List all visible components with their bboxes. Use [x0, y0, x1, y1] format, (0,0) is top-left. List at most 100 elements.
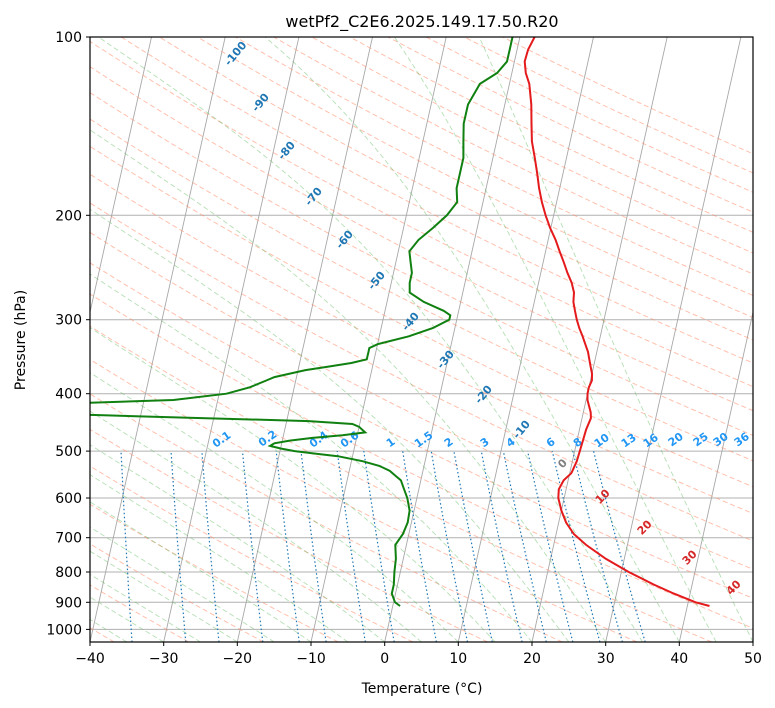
isotherm-line: [163, 37, 300, 642]
dry-adiabat-line: [502, 37, 753, 155]
dry-adiabat-line: [90, 231, 753, 570]
dry-adiabat-line: [90, 92, 753, 437]
y-tick-label: 400: [55, 387, 82, 403]
y-tick-label: 700: [55, 531, 82, 547]
x-tick-label: 10: [449, 651, 467, 667]
moist-adiabat-line: [394, 37, 717, 642]
isotherm-line: [90, 37, 152, 315]
mixing-ratio-label: 20: [666, 430, 686, 450]
moist-adiabat-label: -40: [399, 310, 422, 334]
dry-adiabat-line: [90, 66, 753, 412]
isotherm-line: [531, 37, 668, 642]
dry-adiabat-line: [159, 37, 753, 341]
moist-adiabat-label: -80: [275, 139, 298, 163]
isotherm-line: [0, 37, 78, 642]
x-tick-label: 30: [597, 651, 615, 667]
mixing-ratio-label: 6: [544, 435, 558, 450]
isotherm-line: [0, 37, 4, 642]
x-tick-label: 20: [523, 651, 541, 667]
mixing-ratio-line: [593, 450, 646, 642]
y-tick-label: 200: [55, 208, 82, 224]
moist-adiabat-label: -20: [472, 383, 495, 407]
moist-adiabat-line: [90, 474, 349, 642]
dry-adiabat-line: [349, 37, 753, 233]
dry-adiabat-line: [90, 358, 638, 642]
mixing-ratio-label: 10: [592, 431, 612, 451]
dry-adiabat-line: [90, 173, 753, 515]
dry-adiabat-line: [90, 40, 753, 388]
y-tick-label: 300: [55, 313, 82, 329]
isotherm-label: 0: [555, 456, 570, 471]
dry-adiabat-line: [311, 37, 753, 254]
dewpoint-profile-line: [90, 37, 514, 607]
moist-adiabat-line: [478, 37, 753, 642]
x-axis-label: Temperature (°C): [361, 681, 483, 697]
mixing-ratio-line: [527, 450, 574, 642]
moist-adiabat-line: [90, 327, 496, 642]
mixing-ratio-label: 25: [691, 430, 711, 449]
dry-adiabat-line: [90, 543, 264, 642]
isotherm-line: [678, 310, 753, 642]
moist-adiabat-line: [90, 372, 459, 642]
moist-adiabat-line: [98, 37, 643, 642]
dry-adiabat-line: [90, 428, 488, 642]
y-tick-label: 900: [55, 595, 82, 611]
mixing-ratio-label: 13: [619, 431, 639, 450]
isotherm-line: [384, 37, 521, 642]
moist-adiabat-line: [90, 501, 312, 642]
mixing-ratio-line: [336, 451, 366, 642]
dry-adiabat-label: 10: [593, 486, 613, 506]
moist-adiabat-label: -60: [333, 228, 356, 252]
isotherm-line: [90, 37, 226, 642]
dry-adiabat-line: [90, 393, 563, 642]
temperature-profile-line: [523, 37, 710, 607]
moist-adiabat-line: [90, 129, 607, 642]
plot-area: 0.1 0.2 0.4 0.6 1 1.5 2 3 4 6 8 10 13 16 20 25 30 36-100-…: [0, 37, 753, 642]
isotherm-line: [605, 37, 742, 642]
plot-frame: [89, 36, 754, 643]
x-tick-label: 40: [670, 651, 688, 667]
moist-adiabat-line: [90, 573, 201, 642]
x-tick-label: −30: [149, 651, 179, 667]
x-tick-label: 0: [380, 651, 389, 667]
y-tick-label: 500: [55, 444, 82, 460]
dry-adiabat-line: [90, 118, 753, 462]
mixing-ratio-label: 30: [711, 430, 731, 450]
dry-adiabat-line: [425, 37, 753, 193]
moist-adiabat-label: -90: [249, 91, 272, 115]
dry-adiabat-line: [235, 37, 753, 297]
dry-adiabat-label: 40: [724, 577, 744, 597]
moist-adiabat-line: [90, 208, 570, 642]
mixing-ratio-line: [502, 450, 547, 642]
moist-adiabat-label: -30: [434, 348, 457, 372]
mixing-ratio-label: 0.4: [307, 428, 331, 450]
dry-adiabat-line: [464, 37, 753, 174]
dry-adiabat-line: [90, 325, 712, 642]
mixing-ratio-line: [430, 450, 469, 642]
moist-adiabat-label: -100: [222, 39, 250, 69]
dry-adiabat-label: 20: [635, 517, 655, 537]
isotherm-line: [236, 37, 373, 642]
moist-adiabat-line: [264, 37, 680, 642]
mixing-ratio-label: 3: [478, 435, 492, 450]
mixing-ratio-label: 2: [442, 435, 456, 450]
dry-adiabat-line: [90, 503, 339, 642]
mixing-ratio-label: 16: [641, 431, 661, 451]
dry-adiabat-line: [120, 37, 753, 364]
mixing-ratio-line: [480, 450, 523, 642]
mixing-ratio-line: [402, 451, 437, 642]
moist-adiabat-line: [90, 550, 238, 642]
x-tick-label: 50: [744, 651, 762, 667]
isotherm-line: [457, 37, 594, 642]
y-tick-label: 600: [55, 491, 82, 507]
y-tick-label: 100: [55, 30, 82, 46]
dry-adiabat-line: [387, 37, 753, 213]
mixing-ratio-line: [551, 450, 601, 642]
mixing-ratio-label: 1: [384, 435, 398, 450]
mixing-ratio-label: 0.1: [210, 429, 233, 451]
dry-adiabat-line: [90, 202, 753, 542]
x-tick-label: −20: [223, 651, 253, 667]
dry-adiabat-line: [90, 262, 753, 599]
